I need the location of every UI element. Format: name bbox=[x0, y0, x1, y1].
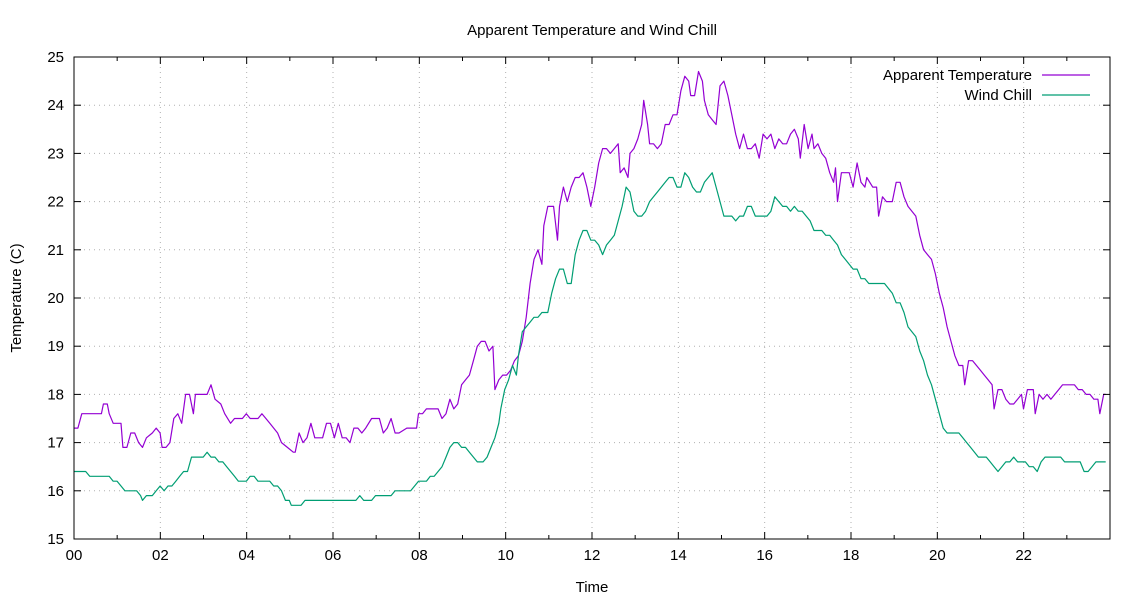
x-tick-label: 12 bbox=[584, 547, 601, 564]
y-tick-label: 16 bbox=[47, 483, 64, 500]
x-tick-label: 02 bbox=[152, 547, 169, 564]
x-tick-label: 04 bbox=[238, 547, 255, 564]
y-tick-label: 24 bbox=[47, 97, 64, 114]
series-layer bbox=[74, 70, 1106, 506]
y-tick-label: 25 bbox=[47, 49, 64, 66]
grid-layer bbox=[74, 57, 1110, 539]
y-axis-title: Temperature (C) bbox=[8, 243, 25, 352]
x-axis-title: Time bbox=[576, 579, 609, 596]
y-tick-label: 22 bbox=[47, 194, 64, 211]
y-tick-label: 18 bbox=[47, 386, 64, 403]
x-tick-label: 00 bbox=[66, 547, 83, 564]
x-tick-label: 18 bbox=[843, 547, 860, 564]
x-tick-label: 08 bbox=[411, 547, 428, 564]
y-tick-label: 17 bbox=[47, 435, 64, 452]
x-tick-label: 20 bbox=[929, 547, 946, 564]
y-tick-label: 23 bbox=[47, 145, 64, 162]
series-line-wind-chill bbox=[74, 172, 1106, 506]
y-tick-label: 19 bbox=[47, 338, 64, 355]
y-tick-label: 15 bbox=[47, 531, 64, 548]
x-tick-label: 10 bbox=[497, 547, 514, 564]
chart-title: Apparent Temperature and Wind Chill bbox=[467, 22, 717, 39]
x-tick-label: 16 bbox=[756, 547, 773, 564]
legend-label-wind-chill: Wind Chill bbox=[964, 87, 1032, 104]
x-tick-label: 22 bbox=[1015, 547, 1032, 564]
y-tick-label: 21 bbox=[47, 242, 64, 259]
series-line-apparent-temperature bbox=[74, 70, 1106, 453]
y-tick-label: 20 bbox=[47, 290, 64, 307]
ticks-layer: 00 02 04 06 08 10 12 14 16 18 20 22 15 16 17 18 19 20 21 22… bbox=[47, 49, 1110, 564]
legend-label-apparent-temperature: Apparent Temperature bbox=[883, 67, 1032, 84]
x-tick-label: 06 bbox=[325, 547, 342, 564]
legend: Apparent Temperature Wind Chill bbox=[883, 67, 1090, 104]
x-tick-label: 14 bbox=[670, 547, 687, 564]
